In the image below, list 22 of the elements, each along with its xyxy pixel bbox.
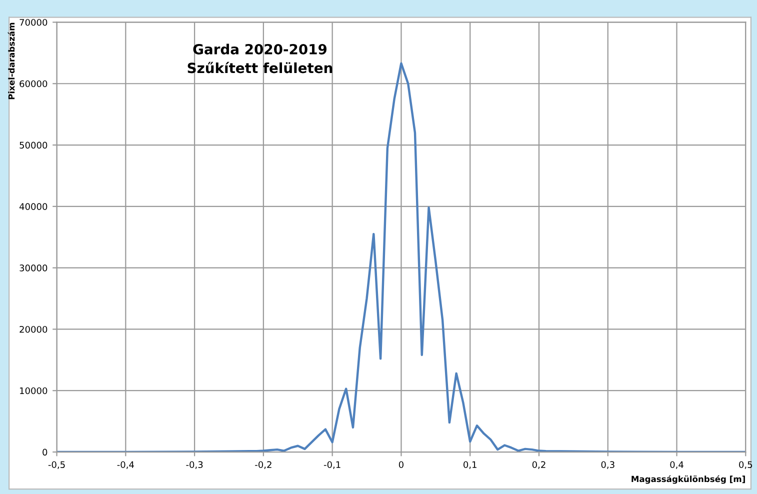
text: Garda 2020-2019 Szűkített felületen — [188, 44, 332, 74]
x-tick-label: -0,1 — [324, 461, 340, 469]
x-tick-label: -0,5 — [48, 461, 65, 469]
x-tick-label: 0,4 — [670, 461, 684, 469]
y-tick-label: 20000 — [20, 326, 48, 333]
x-tick-label: 0,5 — [739, 461, 752, 469]
x-tick-label: -0,2 — [255, 461, 272, 469]
x-tick-label: 0,2 — [532, 461, 546, 469]
x-tick-label: 0,3 — [601, 461, 614, 469]
y-tick-label: 60000 — [20, 80, 48, 88]
y-tick-label: 30000 — [20, 264, 48, 272]
x-tick-label: -0,4 — [117, 461, 134, 469]
y-tick-label: 0 — [42, 448, 48, 456]
y-tick-label: 50000 — [20, 142, 48, 149]
x-tick-label: -0,3 — [186, 461, 203, 469]
x-axis-title: Magasságkülönbség [m] — [632, 475, 745, 484]
x-tick-label: 0 — [398, 461, 404, 468]
x-tick-label: 0,1 — [464, 461, 476, 469]
y-tick-label: 40000 — [19, 203, 48, 210]
y-tick-label: 70000 — [20, 18, 48, 26]
y-axis-title: Pixel-darabszám — [8, 22, 15, 100]
y-tick-label: 10000 — [20, 387, 48, 394]
